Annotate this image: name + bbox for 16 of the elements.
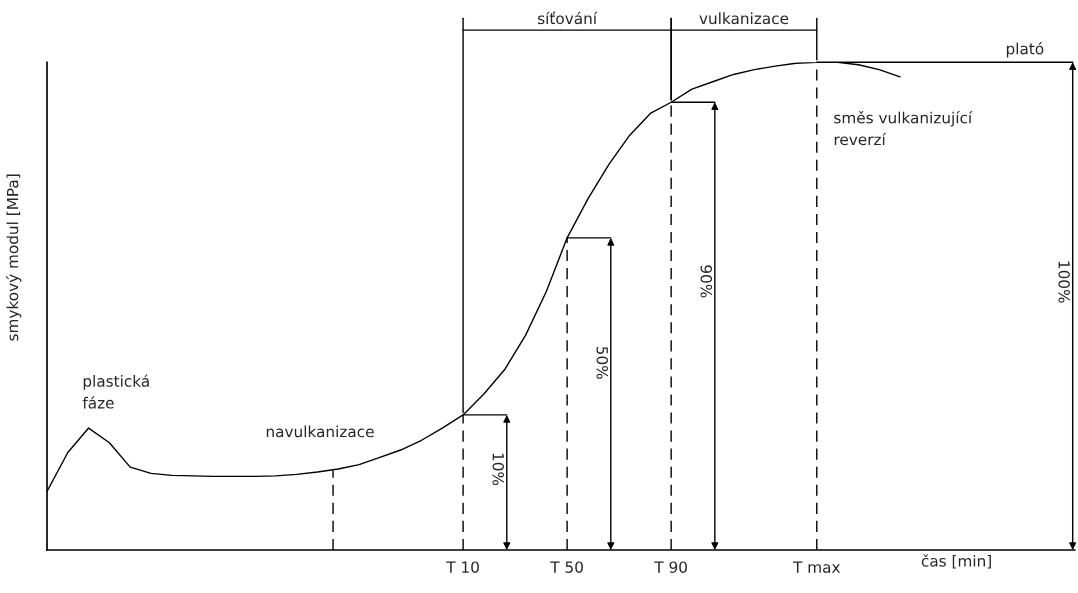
annotation: směs vulkanizující reverzí — [834, 111, 973, 146]
x-axis-title: čas [min] — [921, 554, 991, 569]
ref-line-label: plató — [1006, 41, 1044, 58]
y-axis-title: smykový modul [MPa] — [5, 174, 22, 341]
annotation: 50% — [596, 346, 609, 379]
x-tick-label: T 90 — [654, 561, 687, 573]
text: vulkanizace — [699, 12, 789, 25]
annotation: 100% — [1058, 261, 1070, 303]
text: síťování — [538, 11, 598, 25]
x-tick-label: T max — [793, 561, 841, 573]
annotation: plastická fáze — [82, 374, 149, 409]
annotation: 10% — [492, 453, 505, 486]
annotation: navulkanizace — [266, 425, 374, 438]
x-tick-label: T 10 — [446, 561, 479, 573]
x-tick-label: T 50 — [550, 561, 583, 573]
annotation: 90% — [700, 265, 713, 298]
